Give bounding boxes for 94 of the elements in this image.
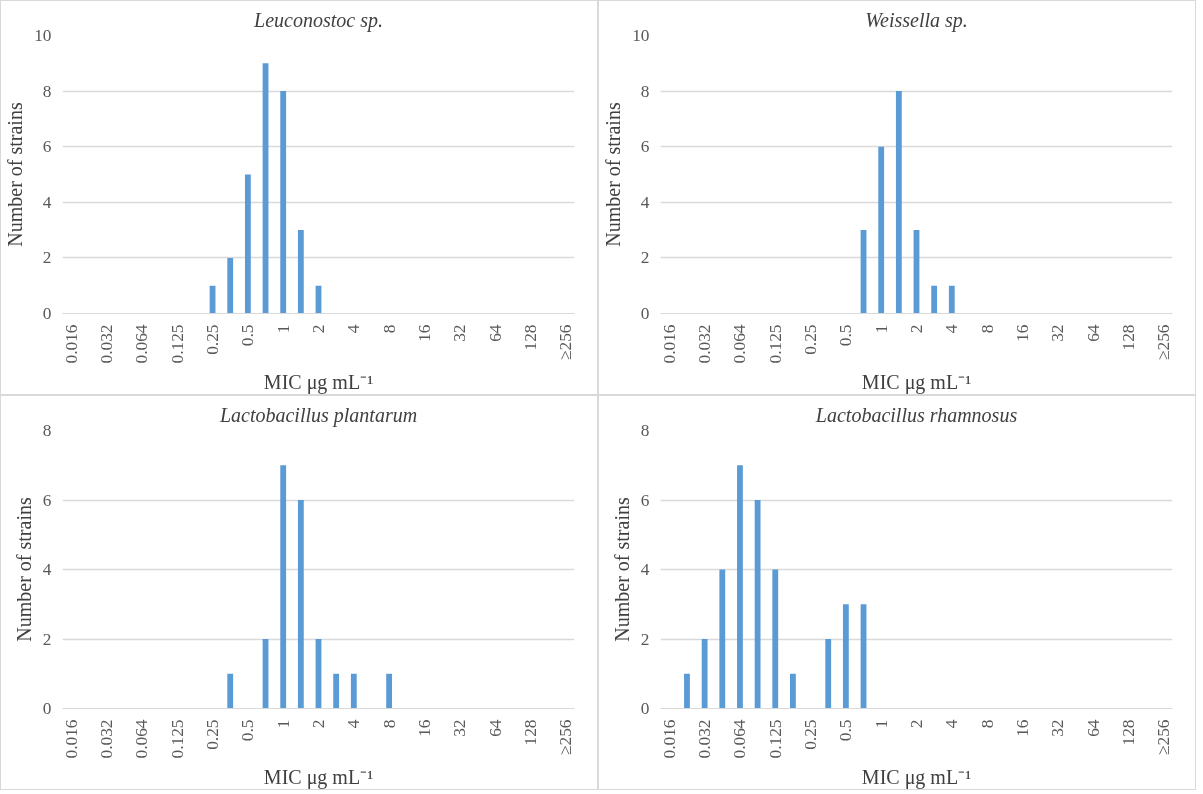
y-axis-title: Number of strains xyxy=(12,497,35,642)
y-tick-label: 6 xyxy=(640,137,650,157)
x-tick-label: 64 xyxy=(485,719,505,737)
x-tick-label: 64 xyxy=(1083,324,1103,342)
x-tick-label: 0.064 xyxy=(132,324,152,364)
x-tick-label: ≥256 xyxy=(556,719,576,755)
x-tick-label: 0.016 xyxy=(659,324,679,364)
x-tick-label: 8 xyxy=(977,324,997,334)
y-tick-label: 8 xyxy=(42,81,52,101)
x-tick-label: 32 xyxy=(1048,324,1068,342)
x-tick-label: 0.125 xyxy=(167,719,187,759)
x-tick-label: 8 xyxy=(379,324,399,334)
x-tick-label: 2 xyxy=(309,719,328,729)
x-tick-label: 0.032 xyxy=(695,719,715,759)
x-tick-label: 32 xyxy=(1048,719,1068,737)
x-axis-title: MIC μg mL⁻¹ xyxy=(861,371,972,395)
y-tick-label: 0 xyxy=(42,699,52,718)
x-tick-label: 0.125 xyxy=(167,324,187,364)
x-tick-label: 128 xyxy=(520,324,540,351)
x-tick-label: 64 xyxy=(1083,719,1103,737)
x-tick-label: 2 xyxy=(907,719,926,729)
x-tick-label: 4 xyxy=(942,324,962,334)
x-tick-label: 0.032 xyxy=(97,324,117,364)
x-tick-label: 0.016 xyxy=(659,719,679,759)
x-tick-label: 0.25 xyxy=(801,719,821,750)
y-tick-label: 10 xyxy=(632,26,650,45)
x-tick-label: 0.064 xyxy=(730,324,750,364)
chart-title: Lactobacillus rhamnosus xyxy=(814,403,1018,426)
y-tick-label: 4 xyxy=(42,192,52,212)
x-tick-label: ≥256 xyxy=(1154,719,1174,755)
y-axis-title: Number of strains xyxy=(610,497,633,642)
y-tick-label: 2 xyxy=(42,629,52,649)
y-tick-label: 4 xyxy=(640,192,650,212)
x-tick-label: 16 xyxy=(1012,719,1032,737)
x-tick-label: 128 xyxy=(520,719,540,746)
x-tick-label: 16 xyxy=(414,719,434,737)
x-tick-label: 1 xyxy=(273,324,293,334)
x-tick-label: 0.25 xyxy=(203,324,223,355)
y-tick-label: 2 xyxy=(640,629,650,649)
x-tick-label: 4 xyxy=(344,719,364,729)
x-tick-label: 128 xyxy=(1118,324,1138,351)
y-tick-label: 4 xyxy=(640,560,650,579)
x-tick-label: 4 xyxy=(344,324,364,334)
x-tick-label: 64 xyxy=(485,324,505,342)
y-tick-label: 0 xyxy=(640,304,650,323)
x-tick-label: 0.064 xyxy=(730,719,750,759)
y-tick-label: 8 xyxy=(42,421,52,440)
x-tick-label: 0.032 xyxy=(695,324,715,364)
x-axis-title: MIC μg mL⁻¹ xyxy=(263,371,374,395)
chart-title: Weissella sp. xyxy=(865,8,968,32)
y-tick-label: 4 xyxy=(42,560,52,579)
x-tick-label: 0.25 xyxy=(801,324,821,355)
x-axis-title: MIC μg mL⁻¹ xyxy=(263,766,374,790)
x-tick-label: 128 xyxy=(1118,719,1138,746)
x-tick-label: ≥256 xyxy=(556,324,576,360)
y-tick-label: 2 xyxy=(42,248,52,268)
x-tick-label: 16 xyxy=(414,324,434,342)
y-tick-label: 6 xyxy=(42,490,52,510)
x-tick-label: 1 xyxy=(871,719,891,729)
chart-title: Lactobacillus plantarum xyxy=(218,403,418,427)
x-tick-label: ≥256 xyxy=(1154,324,1174,360)
x-tick-label: 2 xyxy=(907,324,926,334)
x-axis-title: MIC μg mL⁻¹ xyxy=(861,766,972,790)
x-tick-label: 1 xyxy=(871,324,891,334)
x-tick-label: 0.125 xyxy=(765,324,785,364)
x-tick-label: 0.5 xyxy=(238,324,258,347)
y-tick-label: 0 xyxy=(42,304,52,323)
y-tick-label: 8 xyxy=(640,421,650,440)
x-tick-label: 16 xyxy=(1012,324,1032,342)
x-tick-label: 4 xyxy=(942,719,962,729)
x-tick-label: 8 xyxy=(379,719,399,729)
x-tick-label: 0.016 xyxy=(61,719,81,759)
y-tick-label: 6 xyxy=(640,490,650,510)
y-tick-label: 8 xyxy=(640,81,650,101)
x-tick-label: 32 xyxy=(450,324,470,342)
y-tick-label: 2 xyxy=(640,248,650,268)
x-tick-label: 8 xyxy=(977,719,997,729)
x-tick-label: 0.064 xyxy=(132,719,152,759)
x-tick-label: 0.5 xyxy=(238,719,258,742)
x-tick-label: 0.25 xyxy=(203,719,223,750)
x-tick-label: 0.032 xyxy=(97,719,117,759)
x-tick-label: 32 xyxy=(450,719,470,737)
x-tick-label: 0.125 xyxy=(765,719,785,759)
chart-title: Leuconostoc sp. xyxy=(253,8,383,32)
y-tick-label: 10 xyxy=(34,26,52,45)
x-tick-label: 0.5 xyxy=(836,719,856,742)
y-tick-label: 6 xyxy=(42,137,52,157)
x-tick-label: 0.5 xyxy=(836,324,856,347)
x-tick-label: 1 xyxy=(273,719,293,729)
x-tick-label: 0.016 xyxy=(61,324,81,364)
y-tick-label: 0 xyxy=(640,699,650,718)
y-axis-title: Number of strains xyxy=(602,102,625,247)
x-tick-label: 2 xyxy=(309,324,328,334)
y-axis-title: Number of strains xyxy=(4,102,27,247)
